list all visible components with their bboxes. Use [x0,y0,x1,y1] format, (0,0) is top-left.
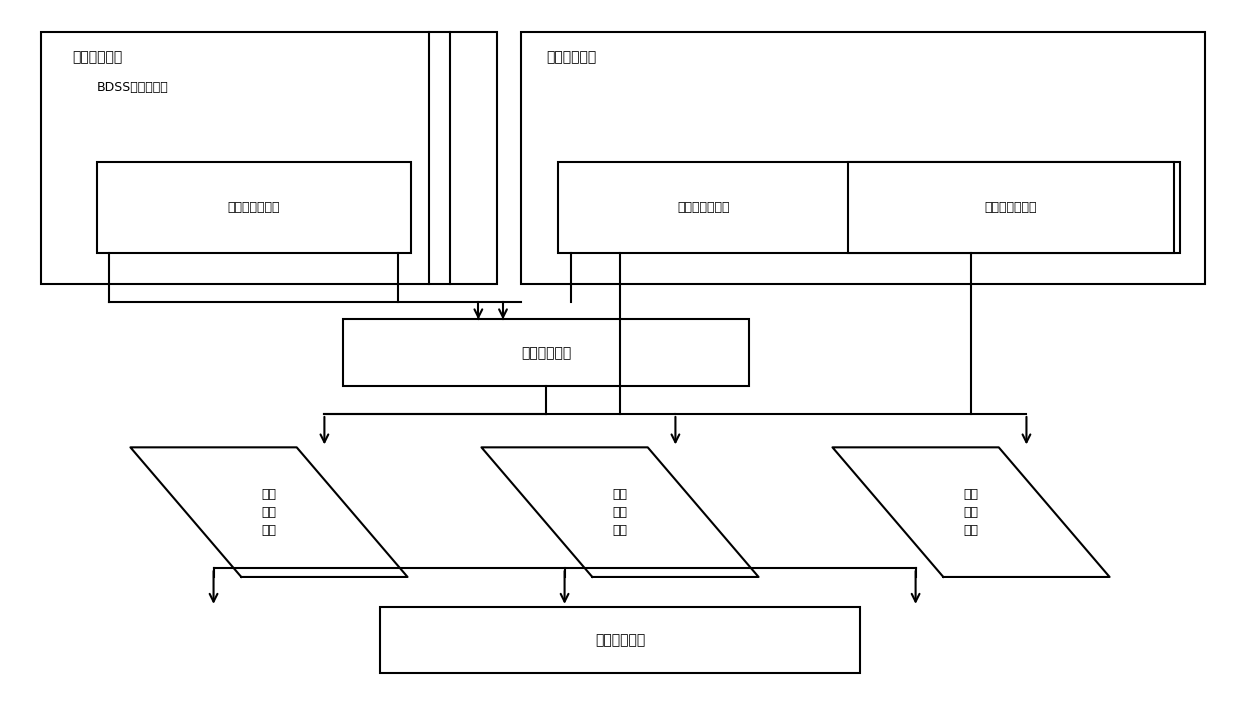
Text: 电场
变化
信息: 电场 变化 信息 [613,488,627,537]
Bar [97,162,410,253]
Text: 数据监测中心: 数据监测中心 [595,633,645,647]
Text: 闪电探测站点: 闪电探测站点 [546,50,596,64]
Bar [41,32,497,284]
Bar [522,32,1205,284]
Text: 正交电磁场天线: 正交电磁场天线 [985,201,1038,214]
Text: BDSS双频授时局: BDSS双频授时局 [97,82,169,94]
Bar [558,162,1180,253]
Bar [379,607,861,674]
Text: 探测点计算机: 探测点计算机 [521,346,572,359]
Text: 时间
变化
信息: 时间 变化 信息 [262,488,277,537]
Text: 北斗双频接收机: 北斗双频接收机 [227,201,280,214]
Text: 时间基准系统: 时间基准系统 [72,50,123,64]
Bar [848,162,1174,253]
Text: 磁场
变化
信息: 磁场 变化 信息 [963,488,978,537]
Text: 电场幅变化天线: 电场幅变化天线 [677,201,729,214]
Bar [343,320,749,386]
